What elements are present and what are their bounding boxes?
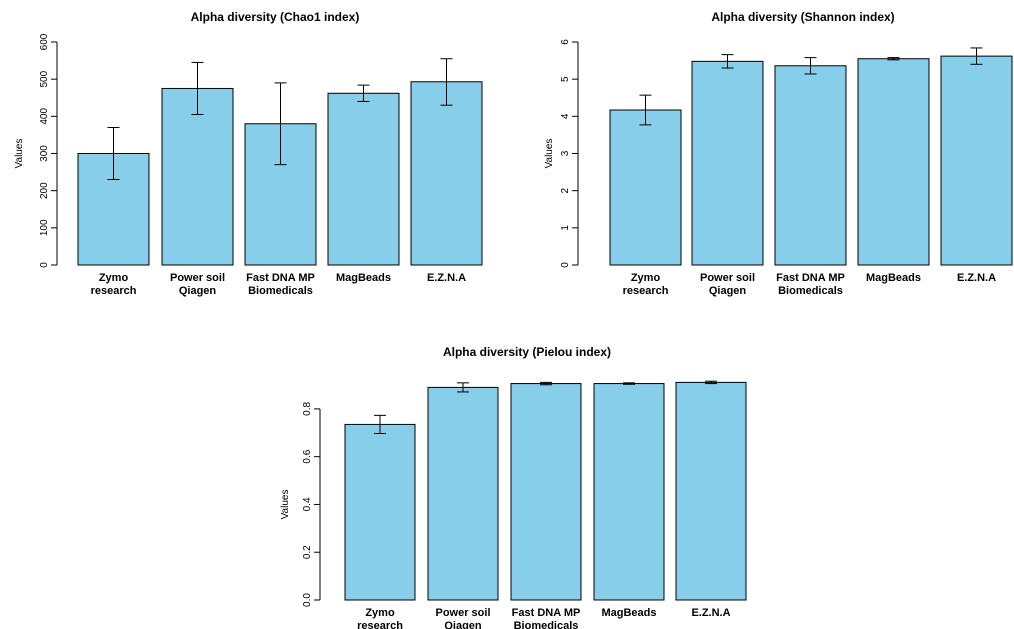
category-label: Zymo <box>99 272 129 284</box>
y-tick-label: 6 <box>560 39 571 45</box>
bar <box>161 87 234 266</box>
chart-title: Alpha diversity (Pielou index) <box>443 345 611 359</box>
bar <box>510 383 582 601</box>
category-label: Biomedicals <box>248 285 313 297</box>
category-label: Fast DNA MP <box>512 607 581 619</box>
category-label: Qiagen <box>709 285 747 297</box>
y-tick-label: 100 <box>39 219 50 236</box>
y-tick-label: 0.8 <box>302 402 313 416</box>
category-label: Zymo <box>365 607 395 619</box>
y-tick-label: 1 <box>560 225 571 231</box>
category-label: E.Z.N.A <box>691 607 730 619</box>
y-tick-label: 4 <box>560 113 571 119</box>
y-tick-label: 200 <box>39 182 50 199</box>
bar <box>857 58 930 266</box>
bar <box>774 65 847 266</box>
y-tick-label: 600 <box>39 33 50 50</box>
y-tick-label: 5 <box>560 76 571 82</box>
y-tick-label: 0 <box>39 262 50 268</box>
category-label: research <box>91 285 137 297</box>
shannon-chart: Alpha diversity (Shannon index) Values 0… <box>544 10 1013 297</box>
category-label: E.Z.N.A <box>957 272 996 284</box>
pielou-chart: Alpha diversity (Pielou index) Values 0.… <box>280 345 747 629</box>
category-label: research <box>357 620 403 629</box>
y-tick-label: 0.0 <box>302 593 313 607</box>
category-label: E.Z.N.A <box>427 272 466 284</box>
category-label: Fast DNA MP <box>246 272 315 284</box>
category-label: Qiagen <box>444 620 482 629</box>
y-tick-label: 300 <box>39 145 50 162</box>
category-label: Fast DNA MP <box>776 272 845 284</box>
bar <box>410 81 483 266</box>
y-tick-label: 500 <box>39 70 50 87</box>
category-label: Power soil <box>435 607 490 619</box>
bar <box>609 109 682 266</box>
bar <box>691 60 764 266</box>
category-label: Biomedicals <box>514 620 579 629</box>
y-tick-label: 0.2 <box>302 545 313 559</box>
chart-title: Alpha diversity (Chao1 index) <box>191 10 360 24</box>
bar <box>593 383 665 601</box>
category-label: Power soil <box>700 272 755 284</box>
category-label: MagBeads <box>601 607 656 619</box>
bar <box>940 55 1013 266</box>
y-tick-label: 2 <box>560 187 571 193</box>
y-tick-label: 400 <box>39 108 50 125</box>
y-tick-label: 0.4 <box>302 497 313 511</box>
category-label: Power soil <box>170 272 225 284</box>
y-tick-label: 0 <box>560 262 571 268</box>
bar <box>327 92 400 266</box>
category-label: Qiagen <box>179 285 217 297</box>
chao1-chart: Alpha diversity (Chao1 index) Values 0 10… <box>14 10 483 297</box>
y-axis-label: Values <box>280 490 291 520</box>
category-label: research <box>623 285 669 297</box>
bar <box>427 386 499 601</box>
bar <box>675 381 747 601</box>
y-tick-label: 3 <box>560 150 571 156</box>
category-label: Zymo <box>631 272 661 284</box>
bar <box>344 423 416 601</box>
category-label: MagBeads <box>336 272 391 284</box>
y-tick-label: 0.6 <box>302 449 313 463</box>
category-label: Biomedicals <box>778 285 843 297</box>
chart-title: Alpha diversity (Shannon index) <box>711 10 894 24</box>
category-label: MagBeads <box>866 272 921 284</box>
y-axis-label: Values <box>14 139 25 169</box>
y-axis-label: Values <box>544 139 555 169</box>
